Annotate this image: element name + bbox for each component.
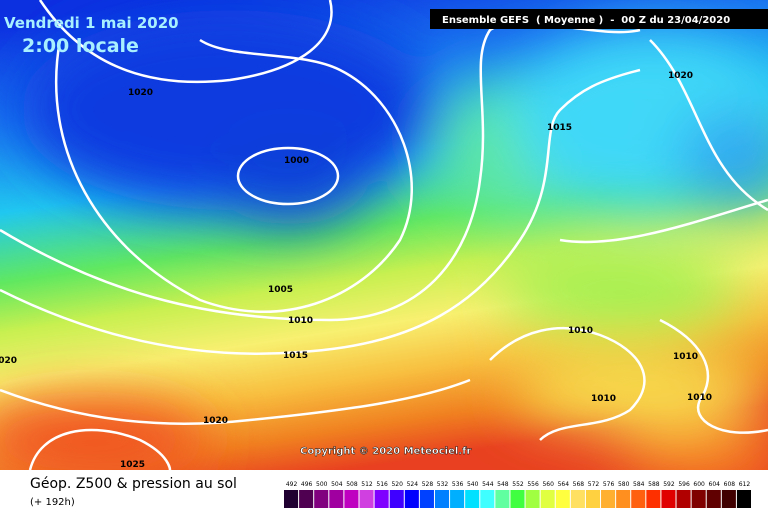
scale-label: 532 [437,481,449,488]
isobar-label: 1020 [668,71,693,81]
scale-label: 580 [618,481,630,488]
isobar-label: 1015 [283,351,308,361]
isobar-label: 1010 [591,394,616,404]
scale-swatch [706,490,721,508]
scale-swatch [495,490,510,508]
isobar-label: 1010 [687,393,712,403]
scale-swatch [510,490,525,508]
scale-swatch [359,490,374,508]
scale-swatch [661,490,676,508]
field: 1020 1000 1015 1020 1005 1010 1015 1010 1010 1010… [0,0,768,470]
scale-swatch [676,490,691,508]
scale-swatch [465,490,480,508]
scale-label: 612 [739,481,751,488]
scale-swatch [480,490,495,508]
scale-label: 512 [361,481,373,488]
scale-label: 588 [648,481,660,488]
scale-swatch [314,490,329,508]
scale-swatch [389,490,404,508]
isobar-label: 1020 [203,416,228,426]
time-title: 2:00 locale [22,35,139,57]
isobar-label: 1010 [288,316,313,326]
scale-label: 592 [663,481,675,488]
scale-swatch [404,490,419,508]
scale-label: 524 [407,481,419,488]
scale-label: 576 [603,481,615,488]
isobar-label: 1005 [268,285,293,295]
isobar-label: 1010 [568,326,593,336]
scale-label: 500 [316,481,328,488]
scale-swatch [329,490,344,508]
copyright: Copyright © 2020 Meteociel.fr [300,446,471,457]
scale-label: 604 [709,481,721,488]
scale-label: 564 [558,481,570,488]
scale-swatch [736,490,751,508]
scale-label: 584 [633,481,645,488]
isobar-label: 1015 [547,123,572,133]
scale-swatch [284,490,299,508]
scale-swatch [419,490,434,508]
scale-swatch [646,490,661,508]
scale-label: 540 [467,481,479,488]
scale-label: 516 [376,481,388,488]
scale-swatch [616,490,631,508]
scale-label: 560 [542,481,554,488]
scale-swatch [601,490,616,508]
model-header: Ensemble GEFS ( Moyenne ) - 00 Z du 23/0… [442,15,730,26]
isobar-label: 1000 [284,156,309,166]
scale-label: 492 [286,481,298,488]
scale-label: 608 [724,481,736,488]
isobar-label: 1020 [0,356,17,366]
scale-swatch [540,490,555,508]
scale-label: 504 [331,481,343,488]
date-title: Vendredi 1 mai 2020 [4,14,179,32]
scale-label: 600 [693,481,705,488]
lead-time: (+ 192h) [30,497,75,508]
scale-swatch [585,490,601,508]
scale-label: 528 [422,481,434,488]
scale-label: 508 [346,481,358,488]
scale-swatch [691,490,706,508]
isobar-label: 1020 [128,88,153,98]
scale-label: 572 [588,481,600,488]
scale-label: 552 [512,481,524,488]
scale-swatch [374,490,389,508]
scale-swatch [555,490,570,508]
scale-swatch [434,490,450,508]
scale-swatch [721,490,736,508]
scale-swatch [525,490,540,508]
isobar-label: 1010 [673,352,698,362]
scale-swatch [450,490,465,508]
isobar-label: 1025 [120,460,145,470]
legend-title: Géop. Z500 & pression au sol [30,476,237,492]
scale-swatch [299,490,314,508]
scale-swatch [631,490,646,508]
scale-label: 536 [452,481,464,488]
scale-label: 556 [527,481,539,488]
scale-swatch [570,490,585,508]
scale-label: 568 [573,481,585,488]
scale-label: 548 [497,481,509,488]
scale-label: 496 [301,481,313,488]
scale-swatch [344,490,359,508]
scale-label: 520 [391,481,403,488]
scale-label: 596 [678,481,690,488]
scale-label: 544 [482,481,494,488]
